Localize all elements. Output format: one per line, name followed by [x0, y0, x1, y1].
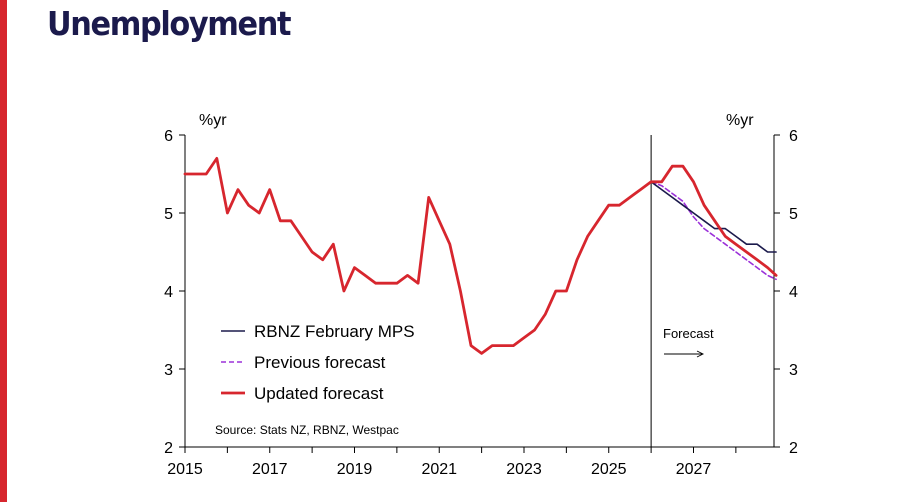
y-tick-label-right: 4 [789, 284, 798, 301]
y-tick-label-left: 2 [164, 440, 173, 457]
y-tick-label-right: 3 [789, 362, 798, 379]
x-tick-label: 2015 [167, 461, 203, 478]
y-tick-label-left: 4 [164, 284, 173, 301]
page-title: Unemployment [47, 4, 291, 43]
x-tick-label: 2025 [591, 461, 627, 478]
series-line-updated-forecast [183, 156, 778, 355]
x-tick-label: 2023 [506, 461, 542, 478]
y-axis-label-right: %yr [726, 112, 754, 129]
x-tick-label: 2017 [252, 461, 288, 478]
y-tick-label-right: 5 [789, 206, 798, 223]
chart-legend: RBNZ February MPS Previous forecast Update… [221, 322, 415, 403]
forecast-label: Forecast [663, 326, 714, 341]
x-tick-label: 2027 [676, 461, 712, 478]
y-tick-label-left: 5 [164, 206, 173, 223]
y-tick-label-left: 6 [164, 128, 173, 145]
forecast-arrow-icon [664, 350, 705, 358]
x-tick-label: 2019 [337, 461, 373, 478]
y-tick-label-right: 2 [789, 440, 798, 457]
legend-entry: Previous forecast [254, 353, 386, 372]
y-tick-label-left: 3 [164, 362, 173, 379]
chart-series [183, 156, 778, 355]
y-axis-label-left: %yr [199, 112, 227, 129]
y-tick-label-right: 6 [789, 128, 798, 145]
chart-axes: 2 2 3 3 4 4 5 5 6 6 2015 2017 2019 2021 2023 2025 2027 [164, 128, 798, 478]
legend-entry: RBNZ February MPS [254, 322, 415, 341]
x-tick-label: 2021 [421, 461, 457, 478]
legend-entry: Updated forecast [254, 384, 384, 403]
series-line-previous-forecast [650, 181, 777, 281]
series-line-rbnz-february-mps [650, 181, 777, 253]
accent-bar [0, 0, 7, 502]
source-note: Source: Stats NZ, RBNZ, Westpac [215, 423, 399, 437]
